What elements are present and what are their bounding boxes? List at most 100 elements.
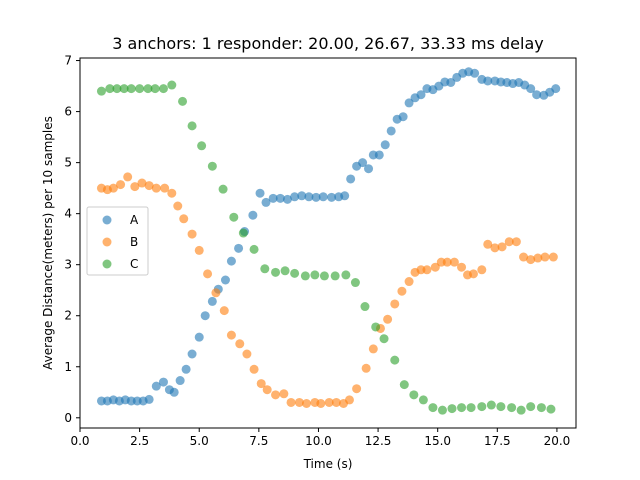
point-B-62 bbox=[540, 252, 550, 262]
point-A-17 bbox=[200, 311, 210, 321]
point-B-35 bbox=[352, 384, 362, 394]
point-A-30 bbox=[290, 192, 300, 202]
point-A-10 bbox=[158, 377, 168, 387]
point-A-43 bbox=[374, 150, 384, 160]
point-C-23 bbox=[310, 270, 320, 280]
legend-marker-B bbox=[102, 237, 112, 247]
plot-frame bbox=[79, 57, 577, 429]
point-C-17 bbox=[249, 244, 259, 254]
point-C-35 bbox=[428, 403, 438, 413]
point-A-68 bbox=[526, 84, 536, 94]
point-C-4 bbox=[126, 84, 136, 94]
point-C-38 bbox=[457, 403, 467, 413]
point-C-32 bbox=[399, 380, 409, 390]
point-C-45 bbox=[526, 402, 536, 412]
point-B-61 bbox=[533, 253, 543, 263]
point-B-37 bbox=[368, 344, 378, 354]
point-B-23 bbox=[262, 385, 272, 395]
point-A-24 bbox=[248, 210, 258, 220]
x-tick-label-4: 10.0 bbox=[305, 434, 332, 448]
point-C-31 bbox=[390, 355, 400, 365]
point-C-0 bbox=[96, 86, 106, 96]
point-C-16 bbox=[238, 228, 248, 238]
point-B-15 bbox=[203, 269, 213, 279]
point-A-9 bbox=[151, 381, 161, 391]
point-B-3 bbox=[116, 180, 126, 190]
point-C-36 bbox=[437, 405, 447, 415]
point-B-55 bbox=[490, 243, 500, 253]
point-A-32 bbox=[304, 192, 314, 202]
point-C-12 bbox=[197, 141, 207, 151]
x-axis-label: Time (s) bbox=[303, 457, 353, 471]
point-A-12 bbox=[169, 387, 179, 397]
point-C-2 bbox=[112, 84, 122, 94]
point-C-21 bbox=[290, 268, 300, 278]
point-B-36 bbox=[361, 363, 371, 373]
legend: ABC bbox=[86, 206, 149, 276]
legend-marker-C bbox=[102, 259, 112, 269]
point-B-14 bbox=[194, 245, 204, 255]
point-B-63 bbox=[548, 252, 558, 262]
point-A-28 bbox=[275, 193, 285, 203]
point-C-28 bbox=[360, 302, 370, 312]
x-tick-label-1: 2.5 bbox=[130, 434, 149, 448]
legend-label-A: A bbox=[130, 213, 139, 227]
point-A-40 bbox=[358, 158, 368, 168]
y-axis: 0 1 2 3 4 5 6 7 bbox=[64, 54, 80, 425]
point-B-24 bbox=[271, 390, 281, 400]
point-B-30 bbox=[316, 399, 326, 408]
point-C-6 bbox=[143, 84, 153, 94]
point-A-20 bbox=[220, 275, 230, 285]
point-B-49 bbox=[449, 257, 459, 267]
x-tick-label-5: 12.5 bbox=[365, 434, 392, 448]
legend-label-B: B bbox=[130, 235, 138, 249]
point-A-45 bbox=[386, 126, 396, 136]
point-B-59 bbox=[519, 252, 529, 262]
point-A-50 bbox=[416, 90, 426, 100]
point-B-50 bbox=[457, 262, 467, 272]
y-tick-label-0: 0 bbox=[64, 411, 72, 425]
point-A-44 bbox=[380, 140, 390, 150]
point-C-47 bbox=[546, 404, 556, 414]
x-tick-label-6: 15.0 bbox=[424, 434, 451, 448]
point-B-40 bbox=[390, 299, 400, 309]
point-A-18 bbox=[207, 296, 217, 306]
y-tick-label-5: 5 bbox=[64, 156, 72, 170]
point-B-60 bbox=[526, 255, 536, 265]
x-tick-label-8: 20.0 bbox=[544, 434, 571, 448]
point-A-72 bbox=[551, 84, 561, 94]
point-B-57 bbox=[504, 237, 514, 247]
point-C-11 bbox=[187, 121, 197, 131]
y-axis-label: Average Distance(meters) per 10 samples bbox=[41, 116, 55, 370]
point-A-61 bbox=[483, 76, 493, 86]
legend-box bbox=[86, 206, 149, 276]
point-C-10 bbox=[178, 96, 188, 106]
point-C-41 bbox=[486, 400, 496, 410]
point-B-13 bbox=[187, 229, 197, 239]
point-B-7 bbox=[144, 181, 154, 191]
point-B-20 bbox=[242, 349, 252, 359]
point-C-26 bbox=[341, 270, 351, 280]
legend-label-C: C bbox=[130, 257, 138, 271]
point-C-13 bbox=[207, 161, 217, 171]
point-C-24 bbox=[319, 271, 329, 281]
point-C-22 bbox=[300, 271, 310, 281]
point-A-16 bbox=[194, 332, 204, 342]
point-C-37 bbox=[447, 404, 457, 414]
point-A-29 bbox=[282, 194, 292, 204]
point-B-11 bbox=[173, 201, 183, 211]
point-C-7 bbox=[150, 84, 160, 94]
point-C-27 bbox=[350, 278, 360, 288]
point-C-30 bbox=[379, 334, 389, 344]
point-B-41 bbox=[397, 286, 407, 296]
point-C-19 bbox=[271, 267, 281, 277]
point-C-25 bbox=[330, 271, 340, 281]
point-B-56 bbox=[497, 242, 507, 252]
point-B-48 bbox=[442, 257, 452, 267]
point-A-38 bbox=[346, 174, 356, 184]
point-B-42 bbox=[404, 277, 414, 287]
x-tick-label-7: 17.5 bbox=[484, 434, 511, 448]
point-A-35 bbox=[327, 192, 337, 202]
point-B-39 bbox=[383, 314, 393, 324]
